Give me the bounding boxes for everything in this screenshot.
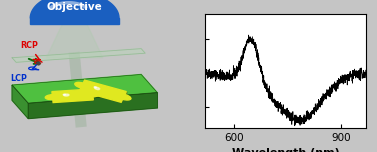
- Ellipse shape: [95, 87, 100, 90]
- X-axis label: Wavelength (nm): Wavelength (nm): [232, 148, 339, 152]
- Text: LCP: LCP: [10, 74, 27, 83]
- Text: Objective: Objective: [47, 2, 103, 12]
- Ellipse shape: [64, 94, 69, 96]
- Polygon shape: [30, 0, 119, 18]
- Ellipse shape: [75, 82, 89, 89]
- Ellipse shape: [116, 94, 131, 100]
- Polygon shape: [12, 49, 145, 62]
- Polygon shape: [28, 93, 157, 119]
- Polygon shape: [80, 81, 127, 102]
- Text: LCP-RCP: LCP-RCP: [159, 49, 168, 81]
- Polygon shape: [46, 24, 103, 58]
- Text: RCP: RCP: [20, 41, 38, 50]
- Polygon shape: [12, 85, 28, 119]
- Ellipse shape: [63, 94, 66, 95]
- Polygon shape: [80, 80, 126, 102]
- Ellipse shape: [94, 87, 97, 88]
- Text: Scat: Scat: [139, 43, 150, 64]
- Ellipse shape: [86, 92, 100, 97]
- Text: (counts): (counts): [159, 78, 168, 109]
- Polygon shape: [53, 90, 93, 103]
- Ellipse shape: [45, 95, 60, 100]
- Polygon shape: [52, 89, 93, 103]
- Polygon shape: [12, 74, 157, 103]
- Bar: [30, 18, 119, 24]
